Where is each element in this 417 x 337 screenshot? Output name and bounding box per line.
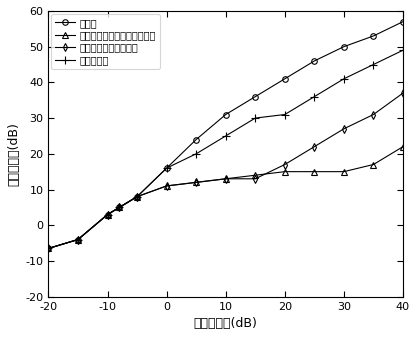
最优值 [117, 205, 122, 209]
基于缩减估计的波束形成方法 [117, 205, 122, 209]
最差情况性能优化方法 [312, 145, 317, 149]
最优值 [46, 246, 51, 250]
本发明方法 [46, 246, 51, 250]
基于缩减估计的波束形成方法 [193, 180, 198, 184]
X-axis label: 输入信噪比(dB): 输入信噪比(dB) [194, 317, 258, 330]
最优值 [223, 113, 228, 117]
本发明方法 [342, 77, 347, 81]
Y-axis label: 输出信噪比(dB): 输出信噪比(dB) [7, 122, 20, 186]
最差情况性能优化方法 [135, 195, 140, 199]
最差情况性能优化方法 [253, 177, 258, 181]
基于缩减估计的波束形成方法 [312, 170, 317, 174]
本发明方法 [371, 62, 376, 66]
基于缩减估计的波束形成方法 [46, 246, 51, 250]
最差情况性能优化方法 [117, 205, 122, 209]
基于缩减估计的波束形成方法 [400, 145, 405, 149]
基于缩减估计的波束形成方法 [164, 184, 169, 188]
基于缩减估计的波束形成方法 [75, 238, 80, 242]
最优值 [342, 44, 347, 49]
基于缩减估计的波束形成方法 [282, 170, 287, 174]
最差情况性能优化方法 [105, 213, 110, 217]
最差情况性能优化方法 [282, 162, 287, 166]
最优值 [253, 95, 258, 99]
最差情况性能优化方法 [164, 184, 169, 188]
本发明方法 [75, 238, 80, 242]
本发明方法 [135, 195, 140, 199]
本发明方法 [117, 205, 122, 209]
基于缩减估计的波束形成方法 [223, 177, 228, 181]
本发明方法 [164, 166, 169, 170]
本发明方法 [282, 113, 287, 117]
基于缩减估计的波束形成方法 [342, 170, 347, 174]
本发明方法 [105, 213, 110, 217]
最差情况性能优化方法 [193, 180, 198, 184]
本发明方法 [193, 152, 198, 156]
本发明方法 [253, 116, 258, 120]
本发明方法 [223, 134, 228, 138]
Line: 最优值: 最优值 [46, 19, 406, 251]
最差情况性能优化方法 [371, 113, 376, 117]
最优值 [312, 59, 317, 63]
Legend: 最优值, 基于缩减估计的波束形成方法, 最差情况性能优化方法, 本发明方法: 最优值, 基于缩减估计的波束形成方法, 最差情况性能优化方法, 本发明方法 [51, 14, 160, 69]
Line: 基于缩减估计的波束形成方法: 基于缩减估计的波束形成方法 [46, 144, 406, 251]
Line: 本发明方法: 本发明方法 [44, 46, 407, 253]
基于缩减估计的波束形成方法 [371, 162, 376, 166]
基于缩减估计的波束形成方法 [135, 195, 140, 199]
最优值 [282, 77, 287, 81]
最优值 [75, 238, 80, 242]
最优值 [400, 20, 405, 24]
最差情况性能优化方法 [75, 238, 80, 242]
基于缩减估计的波束形成方法 [253, 173, 258, 177]
最差情况性能优化方法 [400, 91, 405, 95]
Line: 最差情况性能优化方法: 最差情况性能优化方法 [46, 90, 406, 251]
最优值 [371, 34, 376, 38]
最差情况性能优化方法 [46, 246, 51, 250]
最差情况性能优化方法 [223, 177, 228, 181]
本发明方法 [312, 95, 317, 99]
本发明方法 [400, 48, 405, 52]
最优值 [135, 195, 140, 199]
最优值 [193, 137, 198, 142]
基于缩减估计的波束形成方法 [105, 213, 110, 217]
最差情况性能优化方法 [342, 127, 347, 131]
最优值 [105, 213, 110, 217]
最优值 [164, 166, 169, 170]
